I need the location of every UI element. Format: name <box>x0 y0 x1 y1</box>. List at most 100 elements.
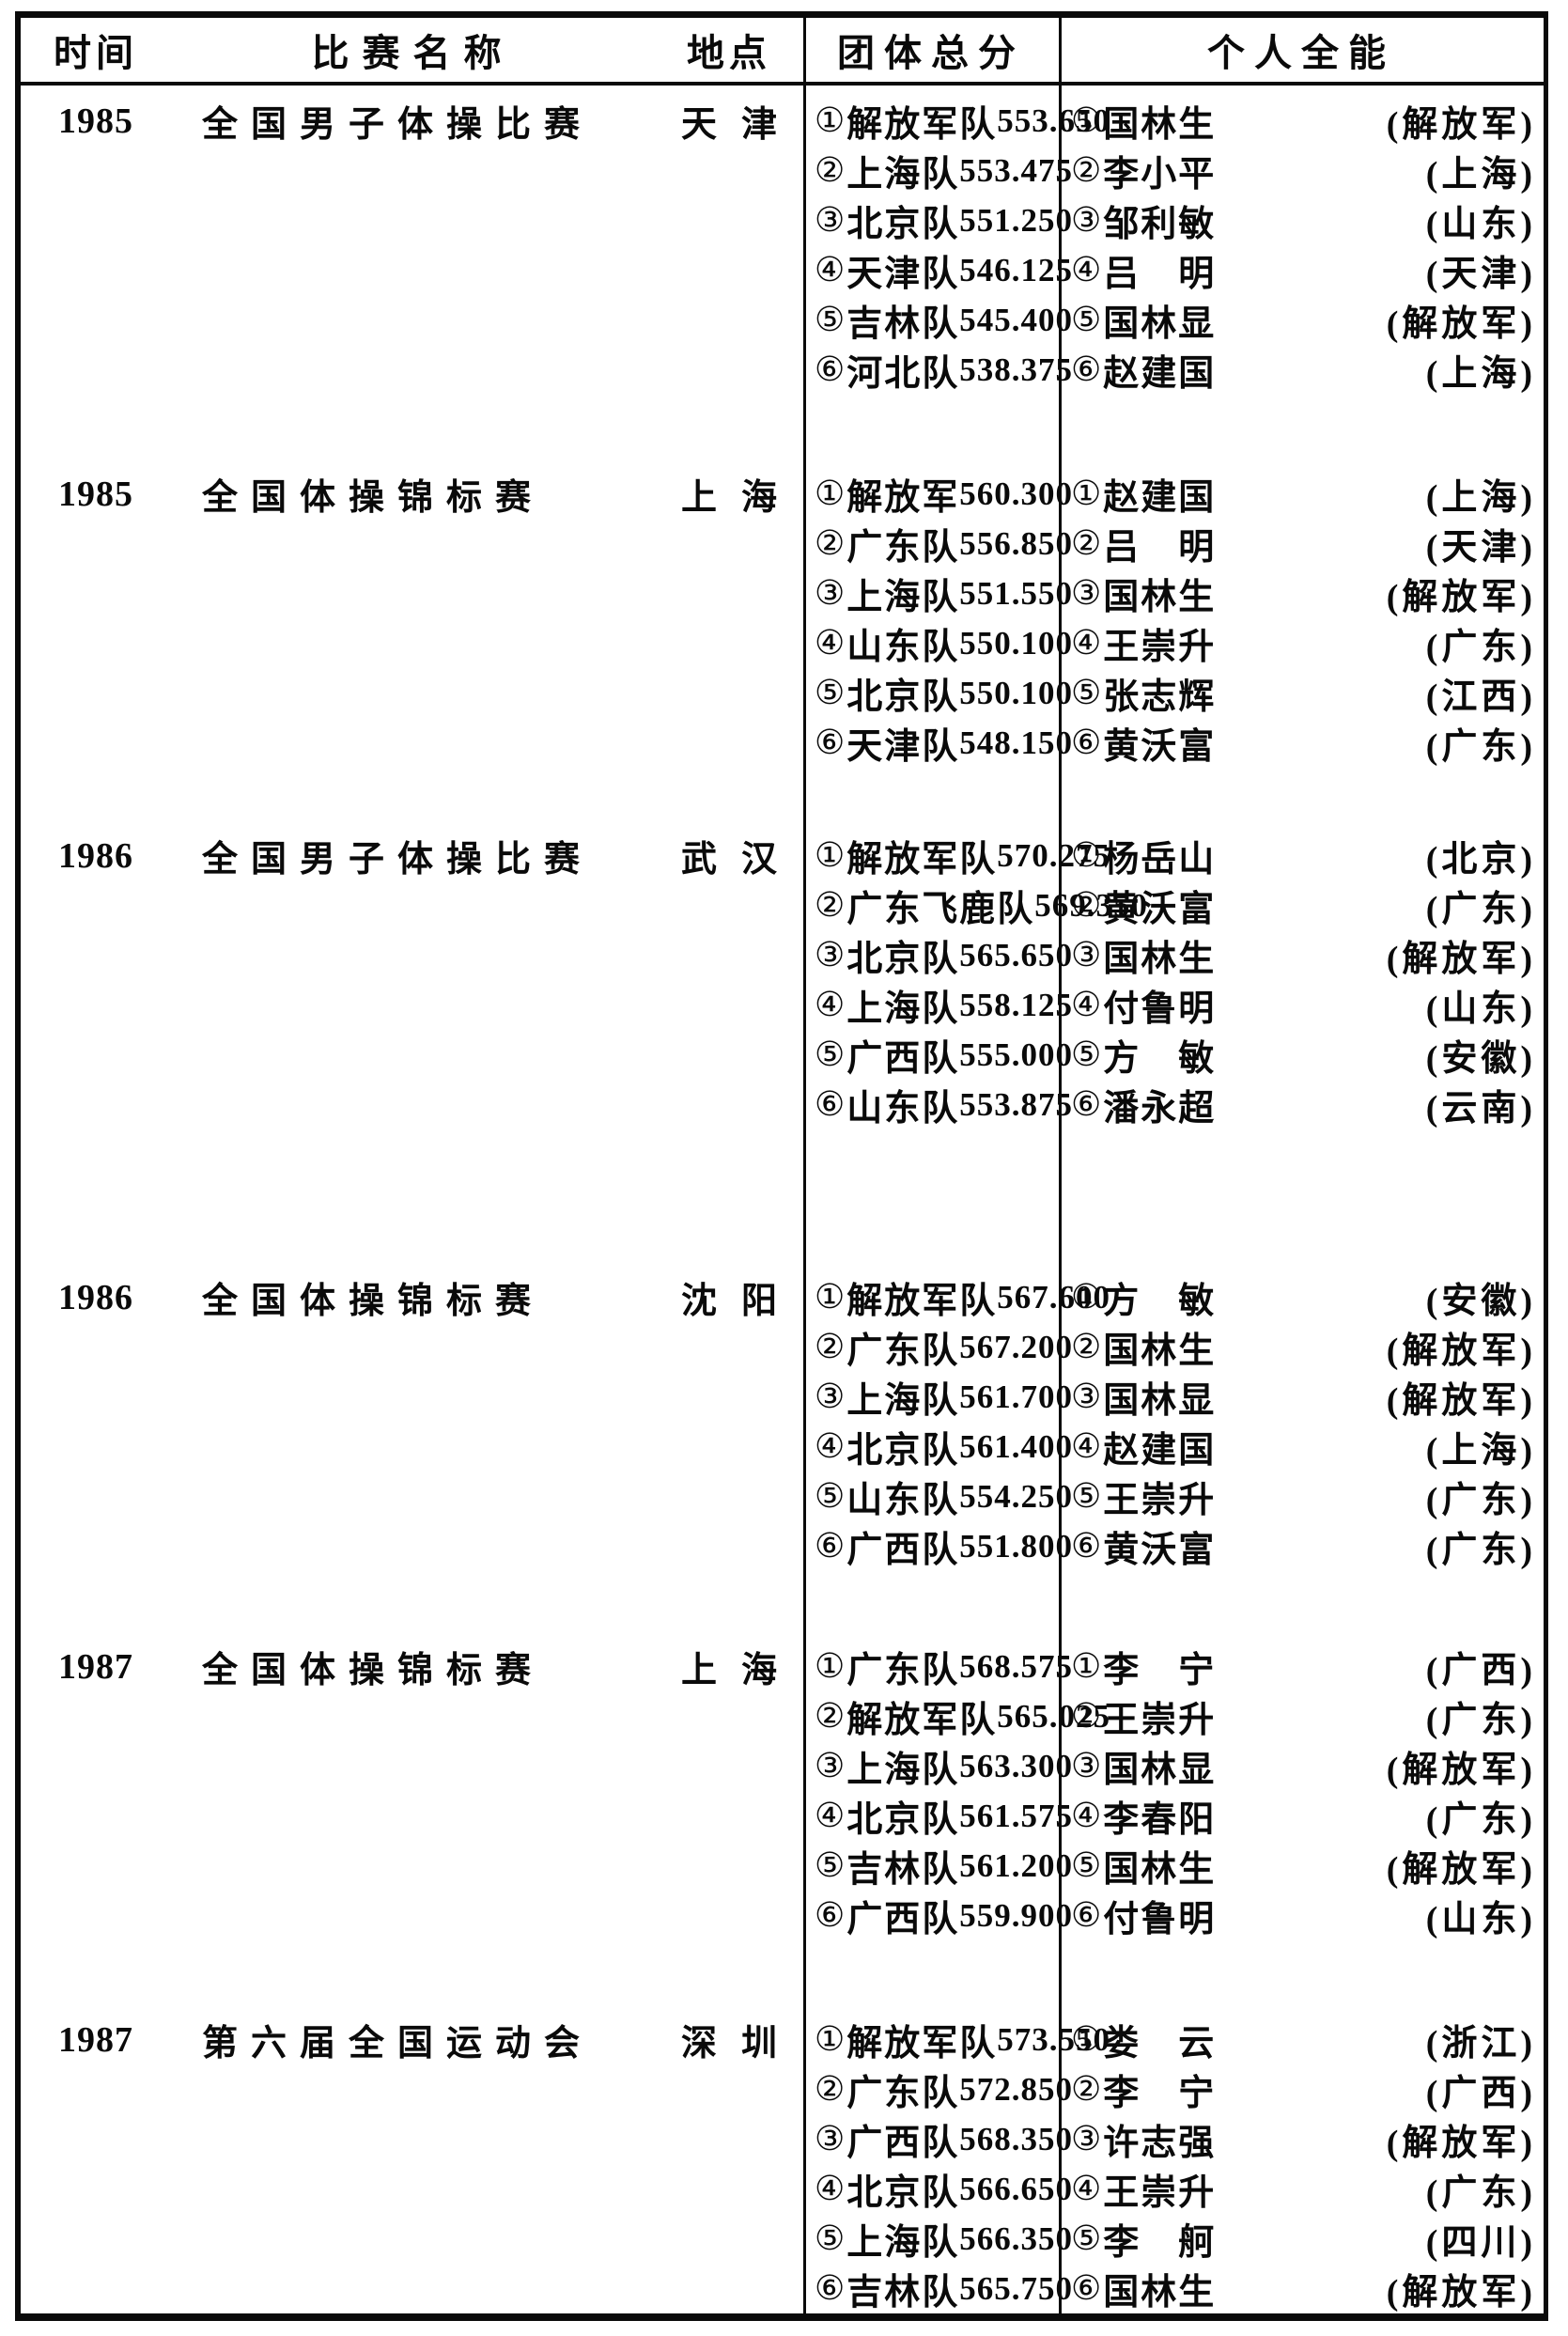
team-name: 广东队 <box>846 1651 960 1690</box>
team-score: 566.650 <box>959 2170 1074 2207</box>
team-rank-badge: ⑥ <box>815 1895 846 1935</box>
team-result-cell: ① 解放军队 570.275 <box>803 830 1110 881</box>
team-result-cell: ② 广东队 556.850 <box>803 518 1072 569</box>
team-name: 解放军队 <box>846 105 998 145</box>
table-row: ⑤ 山东队 554.250 ⑤ 王崇升 (广东) <box>21 1471 1544 1521</box>
team-score: 538.375 <box>959 350 1074 388</box>
team-rank-badge: ④ <box>815 1426 846 1466</box>
team-rank-badge: ② <box>815 2069 846 2109</box>
athlete-name: 吕 明 <box>1103 528 1217 568</box>
individual-result-cell: ⑤ 国林显 (解放军) <box>1059 294 1544 346</box>
team-score: 553.475 <box>959 151 1074 189</box>
individual-rank-badge: ① <box>1071 835 1102 875</box>
individual-rank-badge: ⑤ <box>1071 300 1102 339</box>
competition-block: 1987 第六届全国运动会 深圳 ① 解放军队 573.550 ① 娄 云 (浙江) ② 广东队 57… <box>21 2014 1544 2313</box>
individual-rank-badge: ① <box>1071 101 1102 140</box>
team-score: 563.300 <box>959 1747 1074 1784</box>
athlete-region: (上海) <box>1425 354 1536 394</box>
team-result-cell: ⑥ 天津队 548.150 <box>803 717 1072 769</box>
athlete-region: (广东) <box>1425 727 1536 767</box>
team-rank-badge: ② <box>815 150 846 190</box>
athlete-region: (江西) <box>1425 677 1536 717</box>
table-row: ⑥ 广西队 559.900 ⑥ 付鲁明 (山东) <box>21 1890 1544 1940</box>
individual-rank-badge: ⑥ <box>1071 2268 1102 2308</box>
team-rank-badge: ② <box>815 885 846 925</box>
athlete-name: 邹利敏 <box>1103 205 1217 244</box>
team-name: 北京队 <box>846 940 960 979</box>
individual-rank-badge: ⑤ <box>1071 1476 1102 1516</box>
individual-result-cell: ⑥ 赵建国 (上海) <box>1059 344 1544 396</box>
individual-result-cell: ⑥ 黄沃富 (广东) <box>1059 1520 1544 1572</box>
team-score: 546.125 <box>959 251 1074 288</box>
table-row: 1986 全国体操锦标赛 沈阳 ① 解放军队 567.600 ① 方 敏 (安徽) <box>21 1271 1544 1323</box>
table-row: 1987 第六届全国运动会 深圳 ① 解放军队 573.550 ① 娄 云 (浙江) <box>21 2014 1544 2064</box>
individual-result-cell: ③ 许志强 (解放军) <box>1059 2113 1544 2165</box>
team-result-cell: ⑤ 广西队 555.000 <box>803 1029 1072 1081</box>
venue-cell: 上海 <box>680 478 801 518</box>
athlete-region: (解放军) <box>1386 304 1536 344</box>
team-score: 551.800 <box>959 1527 1074 1565</box>
team-name: 广西队 <box>846 2124 960 2163</box>
table-row: ② 广东队 567.200 ② 国林生 (解放军) <box>21 1321 1544 1372</box>
team-rank-badge: ③ <box>815 573 846 613</box>
individual-rank-badge: ① <box>1071 474 1102 513</box>
individual-result-cell: ① 杨岳山 (北京) <box>1059 830 1544 881</box>
athlete-name: 付鲁明 <box>1103 989 1217 1029</box>
individual-rank-badge: ⑤ <box>1071 1035 1102 1074</box>
athlete-region: (广西) <box>1425 1651 1536 1690</box>
individual-result-cell: ④ 付鲁明 (山东) <box>1059 979 1544 1031</box>
team-result-cell: ④ 山东队 550.100 <box>803 617 1072 669</box>
individual-result-cell: ⑤ 国林生 (解放军) <box>1059 1840 1544 1892</box>
individual-rank-badge: ④ <box>1071 2169 1102 2208</box>
team-result-cell: ② 解放军队 565.025 <box>803 1690 1110 1742</box>
team-score: 567.200 <box>959 1328 1074 1365</box>
venue-cell: 上海 <box>680 1651 801 1690</box>
team-name: 广东飞鹿队 <box>846 890 1035 929</box>
table-row: ④ 天津队 546.125 ④ 吕 明 (天津) <box>21 244 1544 296</box>
team-name: 北京队 <box>846 2173 960 2213</box>
team-result-cell: ① 解放军 560.300 <box>803 468 1072 520</box>
individual-result-cell: ② 李小平 (上海) <box>1059 145 1544 196</box>
team-name: 广西队 <box>846 1039 960 1079</box>
team-name: 上海队 <box>846 578 960 617</box>
team-score: 555.000 <box>959 1036 1074 1073</box>
individual-result-cell: ③ 国林生 (解放军) <box>1059 929 1544 981</box>
athlete-name: 国林生 <box>1103 105 1217 145</box>
athlete-region: (解放军) <box>1386 1381 1536 1421</box>
team-name: 天津队 <box>846 727 960 767</box>
athlete-region: (山东) <box>1425 989 1536 1029</box>
team-result-cell: ⑤ 吉林队 561.200 <box>803 1840 1072 1892</box>
team-rank-badge: ① <box>815 101 846 140</box>
athlete-name: 吕 明 <box>1103 255 1217 294</box>
table-row: ③ 上海队 563.300 ③ 国林显 (解放军) <box>21 1740 1544 1791</box>
table-row: ⑤ 广西队 555.000 ⑤ 方 敏 (安徽) <box>21 1029 1544 1081</box>
team-rank-badge: ③ <box>815 200 846 240</box>
athlete-region: (安徽) <box>1425 1039 1536 1079</box>
athlete-name: 黄沃富 <box>1103 727 1217 767</box>
table-row: ⑥ 河北队 538.375 ⑥ 赵建国 (上海) <box>21 344 1544 396</box>
team-score: 554.250 <box>959 1477 1074 1515</box>
athlete-name: 国林显 <box>1103 1751 1217 1790</box>
individual-rank-badge: ③ <box>1071 2119 1102 2158</box>
team-name: 解放军队 <box>846 840 998 880</box>
individual-result-cell: ② 黄沃富 (广东) <box>1059 880 1544 931</box>
team-score: 551.250 <box>959 201 1074 239</box>
athlete-region: (广西) <box>1425 2074 1536 2113</box>
athlete-name: 国林生 <box>1103 940 1217 979</box>
team-result-cell: ① 解放军队 567.600 <box>803 1271 1110 1323</box>
team-name: 北京队 <box>846 1800 960 1840</box>
team-name: 吉林队 <box>846 1850 960 1890</box>
table-row: ③ 北京队 551.250 ③ 邹利敏 (山东) <box>21 195 1544 245</box>
team-rank-badge: ② <box>815 1327 846 1366</box>
individual-rank-badge: ③ <box>1071 935 1102 974</box>
individual-rank-badge: ⑤ <box>1071 673 1102 712</box>
competition-block: 1986 全国男子体操比赛 武汉 ① 解放军队 570.275 ① 杨岳山 (北京) ② 广东飞鹿队… <box>21 830 1544 1129</box>
table-row: 1986 全国男子体操比赛 武汉 ① 解放军队 570.275 ① 杨岳山 (北京) <box>21 830 1544 880</box>
athlete-region: (山东) <box>1425 205 1536 244</box>
individual-rank-badge: ② <box>1071 1696 1102 1736</box>
table-row: ⑤ 吉林队 561.200 ⑤ 国林生 (解放军) <box>21 1840 1544 1892</box>
athlete-region: (广东) <box>1425 2173 1536 2213</box>
